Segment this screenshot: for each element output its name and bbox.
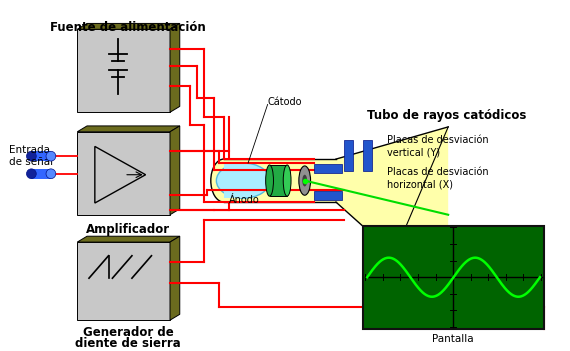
Text: Tubo de rayos catódicos: Tubo de rayos catódicos (367, 109, 527, 122)
Bar (223, 159, 341, 202)
Bar (31, 169, 51, 179)
Ellipse shape (46, 151, 56, 161)
Text: Amplificador: Amplificador (86, 223, 170, 236)
Polygon shape (170, 126, 180, 215)
Ellipse shape (299, 166, 311, 195)
Ellipse shape (211, 159, 237, 202)
Polygon shape (78, 132, 170, 215)
Ellipse shape (217, 163, 270, 198)
Text: diente de sierra: diente de sierra (75, 337, 181, 350)
Polygon shape (78, 24, 180, 29)
Ellipse shape (302, 175, 307, 186)
Bar (315, 191, 342, 200)
Polygon shape (170, 236, 180, 320)
Ellipse shape (27, 169, 36, 179)
Polygon shape (78, 29, 170, 112)
Polygon shape (78, 126, 180, 132)
Text: Placas de desviación
vertical (Y): Placas de desviación vertical (Y) (386, 135, 488, 158)
Text: Fuente de alimentación: Fuente de alimentación (50, 21, 206, 34)
Text: Cátodo: Cátodo (267, 98, 302, 107)
Bar (363, 140, 372, 171)
Ellipse shape (266, 165, 274, 196)
Bar (31, 151, 51, 161)
Polygon shape (78, 236, 180, 242)
Polygon shape (78, 242, 170, 320)
Bar (270, 165, 287, 196)
Text: Entrada
de señal: Entrada de señal (9, 145, 53, 167)
Text: Placas de desviación
horizontal (X): Placas de desviación horizontal (X) (386, 167, 488, 190)
Ellipse shape (283, 165, 291, 196)
Bar (315, 164, 342, 173)
Text: Ánodo: Ánodo (229, 195, 259, 205)
Ellipse shape (27, 151, 36, 161)
Ellipse shape (46, 169, 56, 179)
Bar (344, 140, 352, 171)
Bar (223, 163, 243, 198)
Text: Generador de: Generador de (83, 326, 173, 339)
Bar (363, 226, 544, 329)
Polygon shape (336, 127, 448, 303)
Text: Pantalla: Pantalla (432, 334, 474, 344)
Polygon shape (170, 24, 180, 112)
